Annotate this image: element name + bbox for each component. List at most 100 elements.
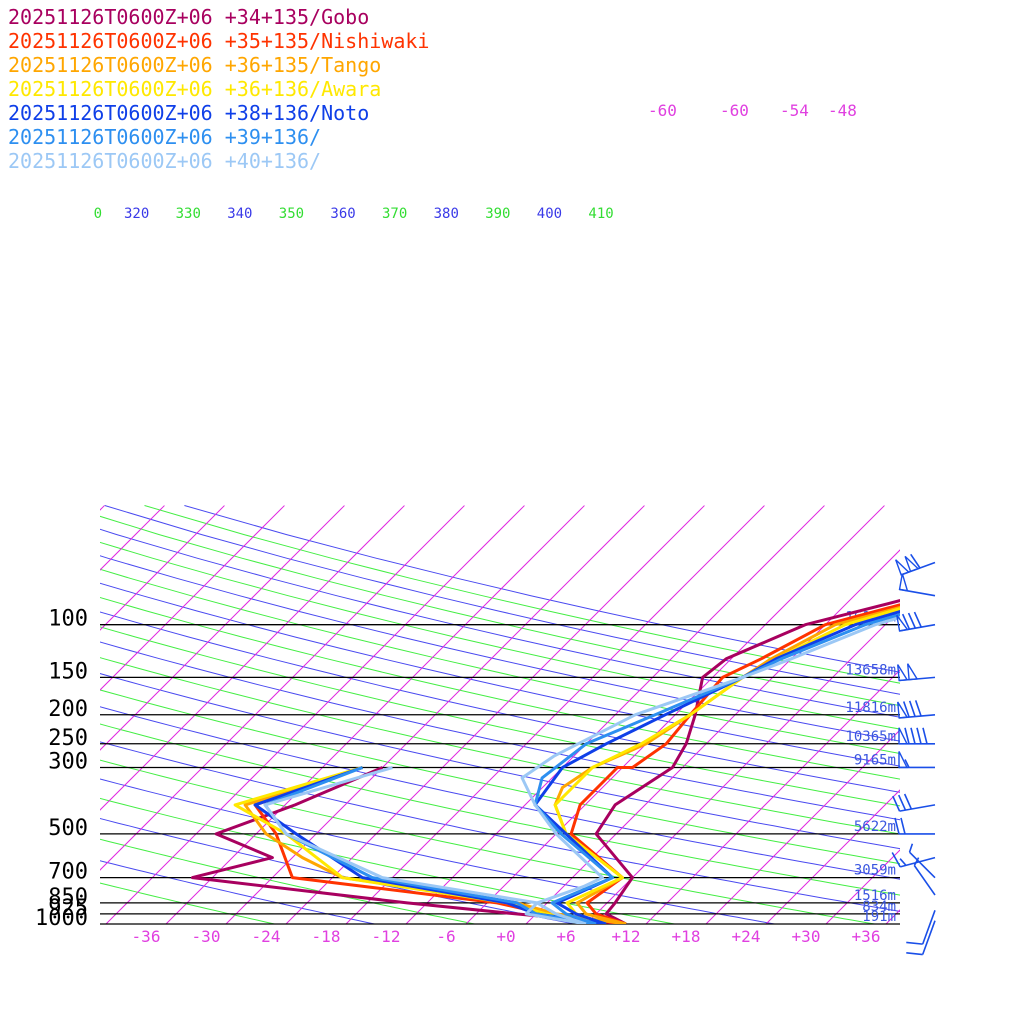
barb-staff — [899, 804, 936, 812]
barb-feather — [908, 700, 916, 717]
barb-feather — [900, 817, 906, 835]
barb-feather — [913, 611, 922, 628]
barb-pennant — [896, 614, 909, 632]
isotherm — [100, 505, 405, 811]
x-tick-label: -18 — [312, 927, 341, 946]
wind-barb — [891, 852, 936, 868]
theta-label: 340 — [227, 206, 252, 222]
barb-staff — [913, 865, 936, 896]
legend-entry: 20251126T0600Z+06 +35+135/Nishiwaki — [8, 29, 429, 53]
wind-barb — [908, 843, 936, 879]
wind-barb — [896, 611, 936, 632]
isotherm — [885, 909, 900, 924]
isotherm — [645, 669, 900, 924]
x-tick-label: -30 — [192, 927, 221, 946]
height-label: 834m — [862, 899, 896, 915]
dry-adiabat — [100, 596, 900, 780]
dry-adiabat — [100, 759, 878, 924]
temperature-line — [533, 612, 900, 924]
dry-adiabat — [100, 611, 900, 793]
legend-entry: 20251126T0600Z+06 +39+136/ — [8, 125, 321, 149]
isotherm — [705, 729, 900, 924]
dry-adiabat — [100, 723, 900, 896]
barb-feather — [914, 700, 922, 717]
dry-adiabat — [100, 626, 900, 807]
isotherm — [100, 505, 225, 631]
isotherm — [100, 505, 465, 871]
upper-temp-label: -48 — [828, 101, 857, 120]
barb-staff — [921, 910, 936, 945]
dry-adiabat — [100, 582, 900, 767]
pressure-label: 1000 — [35, 906, 88, 931]
dewpoint-line — [263, 766, 587, 924]
wind-barb — [898, 751, 935, 769]
x-tick-label: +0 — [496, 927, 515, 946]
x-tick-label: -12 — [372, 927, 401, 946]
barb-feather — [904, 759, 910, 768]
legend-entry: 20251126T0600Z+06 +34+135/Gobo — [8, 5, 369, 29]
dry-adiabat — [100, 741, 900, 912]
barb-feather — [899, 858, 907, 866]
height-label: 5622m — [854, 819, 896, 835]
wind-barb — [898, 727, 935, 745]
temperature-line — [520, 615, 900, 924]
pressure-label: 850 — [48, 885, 88, 910]
dry-adiabat — [100, 860, 377, 924]
dewpoint-line — [190, 766, 627, 924]
barb-feather — [902, 701, 910, 718]
theta-label: 360 — [330, 206, 355, 222]
sounding-profiles — [190, 599, 900, 924]
theta-label: 350 — [279, 206, 304, 222]
x-tick-label: +36 — [852, 927, 881, 946]
wind-barb — [894, 817, 935, 835]
dry-adiabat — [100, 706, 900, 880]
dry-adiabat — [100, 673, 900, 850]
pressure-label: 700 — [48, 860, 88, 885]
isotherm — [0, 506, 44, 937]
isotherm — [765, 789, 900, 924]
theta-label: 400 — [537, 206, 562, 222]
dry-adiabat — [100, 778, 778, 924]
temperature-line — [569, 603, 900, 924]
height-label: 9165m — [854, 752, 896, 768]
isotherm — [825, 849, 900, 924]
barb-feather — [910, 553, 921, 569]
wind-barb — [906, 920, 936, 956]
x-tick-label: +30 — [792, 927, 821, 946]
barb-staff — [921, 920, 936, 955]
pressure-label: 250 — [48, 726, 88, 751]
isotherm — [100, 505, 345, 751]
wind-barb — [898, 573, 936, 597]
dry-adiabat — [100, 882, 277, 924]
height-label: 11816m — [845, 700, 896, 716]
isotherm — [105, 505, 525, 924]
legend-entry: 20251126T0600Z+06 +36+136/Awara — [8, 77, 381, 101]
isotherm — [345, 505, 765, 924]
isotherm — [994, 506, 1024, 937]
height-label: 1516m — [854, 888, 896, 904]
pressure-label: 100 — [48, 607, 88, 632]
pressure-label: 925 — [48, 896, 88, 921]
dry-adiabat — [100, 541, 900, 730]
x-tick-label: -6 — [436, 927, 455, 946]
wind-barb — [897, 663, 936, 682]
height-label: 191m — [862, 909, 896, 925]
barb-feather — [906, 941, 923, 945]
dewpoint-line — [243, 766, 627, 924]
barb-feather — [913, 857, 920, 866]
isotherm — [585, 609, 900, 924]
dry-adiabat — [100, 641, 900, 821]
barb-feather — [901, 613, 911, 630]
theta-label: 390 — [485, 206, 510, 222]
theta-label: 370 — [382, 206, 407, 222]
wind-barb — [906, 910, 936, 945]
barb-pennant — [898, 727, 909, 745]
pressure-label: 300 — [48, 749, 88, 774]
dry-adiabat — [100, 568, 900, 755]
wind-barb — [895, 553, 936, 576]
barb-feather — [891, 852, 901, 868]
temperature-line — [594, 599, 900, 924]
theta-label: 0 — [94, 206, 102, 222]
barb-feather — [908, 843, 914, 853]
